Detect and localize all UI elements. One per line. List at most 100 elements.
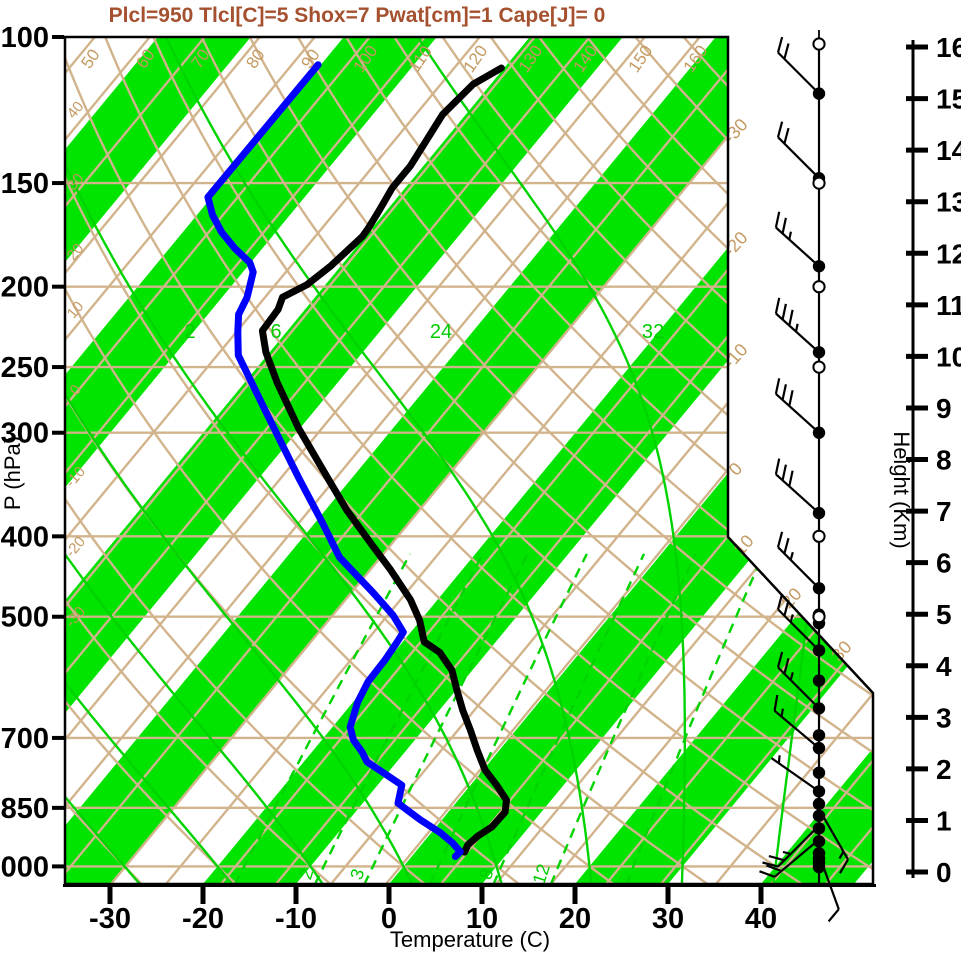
wind-barb-half-feather — [838, 851, 845, 860]
station-circle — [812, 360, 826, 374]
wind-barb — [776, 36, 820, 95]
wind-barb-feather — [766, 864, 782, 873]
temperature-tick-label: 10 — [466, 903, 498, 935]
wind-barb-feather — [776, 593, 784, 610]
height-tick-label: 0 — [936, 857, 952, 888]
temperature-tick-label: 0 — [381, 903, 397, 935]
sounding-trace-layer — [204, 61, 510, 860]
wind-barb — [776, 121, 820, 179]
wind-barb — [762, 824, 820, 868]
wind-barb-feather — [773, 694, 779, 711]
wind-barb-feather — [776, 36, 784, 53]
wind-level-dot — [812, 729, 826, 742]
wind-barb-feather — [768, 855, 785, 862]
temperature-axis-label: Temperature (C) — [390, 927, 550, 952]
dry-adiabat-line — [393, 37, 873, 646]
wind-barb-feather — [783, 127, 790, 144]
wind-barb — [774, 458, 820, 514]
wind-barb-shaft — [773, 709, 820, 749]
chart-title: Plcl=950 Tlcl[C]=5 Shox=7 Pwat[cm]=1 Cap… — [109, 4, 606, 27]
moist-adiabat-line — [165, 37, 593, 884]
wind-barb-feather — [774, 458, 781, 475]
wind-barb — [776, 531, 820, 590]
wind-barb-feather — [839, 858, 849, 874]
mixing-ratio-line — [549, 553, 697, 884]
wind-barb-feather — [781, 303, 787, 320]
wind-barb — [774, 378, 820, 434]
wind-barb — [776, 593, 820, 652]
height-tick-label: 16 — [936, 32, 961, 63]
height-tick-label: 3 — [936, 702, 952, 733]
moist-adiabat-line — [65, 37, 503, 884]
moist-adiabat-line — [65, 37, 325, 884]
isotherm-label-fahrenheit: 80 — [242, 46, 268, 72]
dry-adiabat-line — [730, 37, 873, 321]
wind-barb-half-feather — [782, 850, 791, 855]
mixing-ratio-line — [313, 553, 484, 884]
height-tick-label: 5 — [936, 599, 952, 630]
dry-adiabat-line — [200, 37, 873, 858]
height-tick-label: 12 — [936, 238, 961, 269]
isotherm-line — [605, 37, 873, 884]
wind-level-dot — [812, 674, 826, 687]
wind-barb — [759, 838, 820, 878]
wind-barb-shaft — [777, 546, 820, 590]
wind-barb — [774, 211, 820, 268]
station-circle — [812, 176, 826, 190]
wind-barb-feather — [762, 861, 779, 868]
dry-adiabat-line — [65, 37, 804, 884]
wind-barb-shaft — [775, 473, 820, 514]
height-tick-label: 7 — [936, 496, 952, 527]
mixing-ratio-line — [428, 553, 588, 884]
isotherm-band — [65, 37, 623, 884]
wind-barb-half-feather — [794, 323, 799, 332]
height-tick-label: 13 — [936, 187, 961, 218]
height-tick-label: 4 — [936, 651, 952, 682]
station-circle — [812, 529, 826, 543]
dry-adiabat-line — [441, 37, 873, 604]
wind-barb — [770, 755, 820, 793]
pressure-tick-label: 500 — [1, 602, 49, 634]
wind-barb-feather — [788, 470, 794, 487]
isotherm-line — [65, 37, 756, 884]
isotherm-label-fahrenheit: 50 — [77, 46, 103, 72]
wind-barb-feather — [776, 651, 784, 668]
isotherm-band — [65, 37, 809, 884]
axes-layer: -30 -20 -10 0 10 20 30 401001502002503004005007… — [0, 22, 961, 935]
isotherm-line — [65, 37, 701, 884]
pressure-tick-label: 250 — [1, 352, 49, 384]
temperature-tick-label: -30 — [89, 903, 131, 935]
wind-barb-feather — [783, 658, 790, 675]
wind-barb-shaft — [777, 824, 820, 868]
wind-barb-shaft — [775, 226, 820, 268]
wind-barb-shaft — [775, 312, 820, 354]
height-tick-label: 6 — [936, 548, 952, 579]
wind-barb-feather — [781, 464, 787, 481]
pressure-tick-label: 200 — [1, 272, 49, 304]
dry-adiabat-line — [65, 361, 332, 884]
mixing-ratio-line — [363, 553, 529, 884]
wind-barb-shaft — [777, 51, 820, 95]
dry-adiabat-line — [65, 37, 615, 884]
station-circle — [812, 37, 826, 51]
dry-adiabat-line — [248, 37, 873, 801]
moist-adiabat-label: 6 — [270, 321, 281, 343]
grid-line-layer — [65, 37, 873, 884]
wind-barb-shaft — [773, 838, 820, 878]
wind-barb-shaft — [818, 808, 849, 860]
isotherm-line — [65, 37, 316, 884]
moist-adiabat-line — [65, 37, 414, 884]
temperature-tick-label: 40 — [745, 903, 777, 935]
moist-adiabat-label: 24 — [430, 321, 452, 343]
wind-barb-feather — [776, 531, 784, 548]
height-tick-label: 11 — [936, 290, 961, 321]
wind-barb-feather — [783, 43, 790, 60]
wind-barb-half-feather — [789, 551, 794, 561]
wind-barb — [774, 297, 820, 354]
moist-line-layer — [65, 37, 840, 884]
dry-adiabat-line — [65, 615, 144, 884]
station-circle — [812, 280, 826, 294]
isotherm-label-fahrenheit: 120 — [460, 42, 492, 76]
wind-barb-feather — [774, 297, 781, 314]
